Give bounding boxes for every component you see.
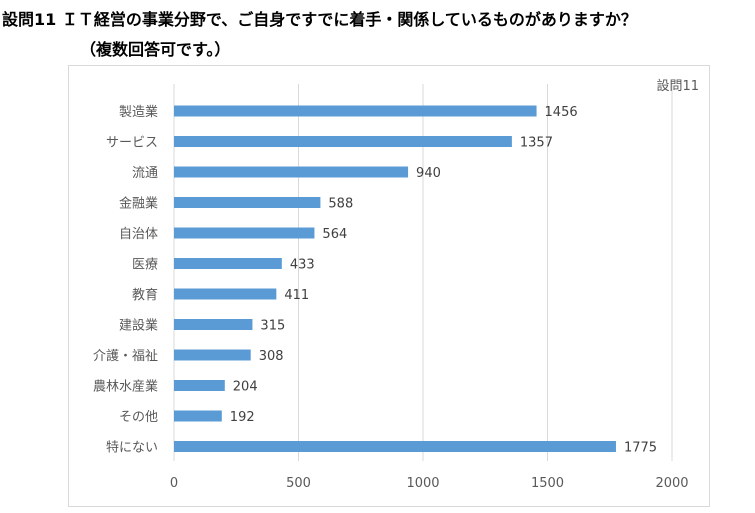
category-label: 農林水産業 (93, 379, 158, 395)
data-label: 1357 (520, 136, 553, 151)
bar (174, 441, 616, 452)
category-label: 教育 (132, 287, 158, 303)
data-label: 940 (416, 166, 441, 181)
chart-frame: 0 500 1000 1500 2000 設問11 製造業 1456 サービス 1357 流通 940… (68, 65, 710, 507)
category-label: 建設業 (119, 318, 158, 334)
category-label: 自治体 (119, 227, 158, 242)
bar (174, 349, 251, 361)
data-label: 204 (233, 380, 258, 395)
x-tick-label: 1500 (531, 476, 564, 491)
chart-title: 設問11 (656, 78, 699, 94)
bar (174, 136, 512, 147)
category-label: 製造業 (119, 104, 158, 120)
data-label: 315 (260, 319, 285, 334)
bar (174, 166, 409, 178)
category-label: その他 (119, 410, 158, 425)
bar (174, 105, 537, 117)
bar (174, 380, 225, 391)
data-label: 1775 (624, 441, 657, 456)
category-label: 流通 (132, 166, 158, 181)
data-label: 433 (290, 258, 315, 273)
x-tick-label: 0 (170, 476, 178, 491)
x-tick-label: 1000 (406, 476, 439, 491)
bar-chart: 0 500 1000 1500 2000 設問11 製造業 1456 サービス 1357 流通 940… (93, 78, 699, 491)
bar (174, 288, 277, 300)
data-label: 564 (322, 227, 347, 242)
bar (174, 410, 222, 422)
question-title: 設問11 ＩＴ経営の事業分野で、ご自身ですでに着手・関係しているものがありますか… (2, 10, 637, 29)
bar (174, 227, 315, 239)
question-note: （複数回答可です。） (80, 40, 231, 59)
category-label: 金融業 (119, 196, 158, 212)
category-label: 介護・福祉 (93, 348, 158, 364)
data-label: 1456 (545, 105, 578, 120)
bar (174, 258, 282, 269)
bar (174, 197, 321, 208)
data-label: 308 (259, 349, 284, 364)
category-label: 医療 (132, 258, 158, 273)
x-tick-label: 2000 (655, 476, 688, 491)
category-label: サービス (106, 136, 158, 151)
category-label: 特にない (106, 441, 158, 456)
data-label: 588 (328, 197, 353, 212)
data-label: 411 (284, 288, 309, 303)
bar (174, 319, 253, 330)
x-tick-label: 500 (286, 476, 311, 491)
data-label: 192 (230, 410, 255, 425)
